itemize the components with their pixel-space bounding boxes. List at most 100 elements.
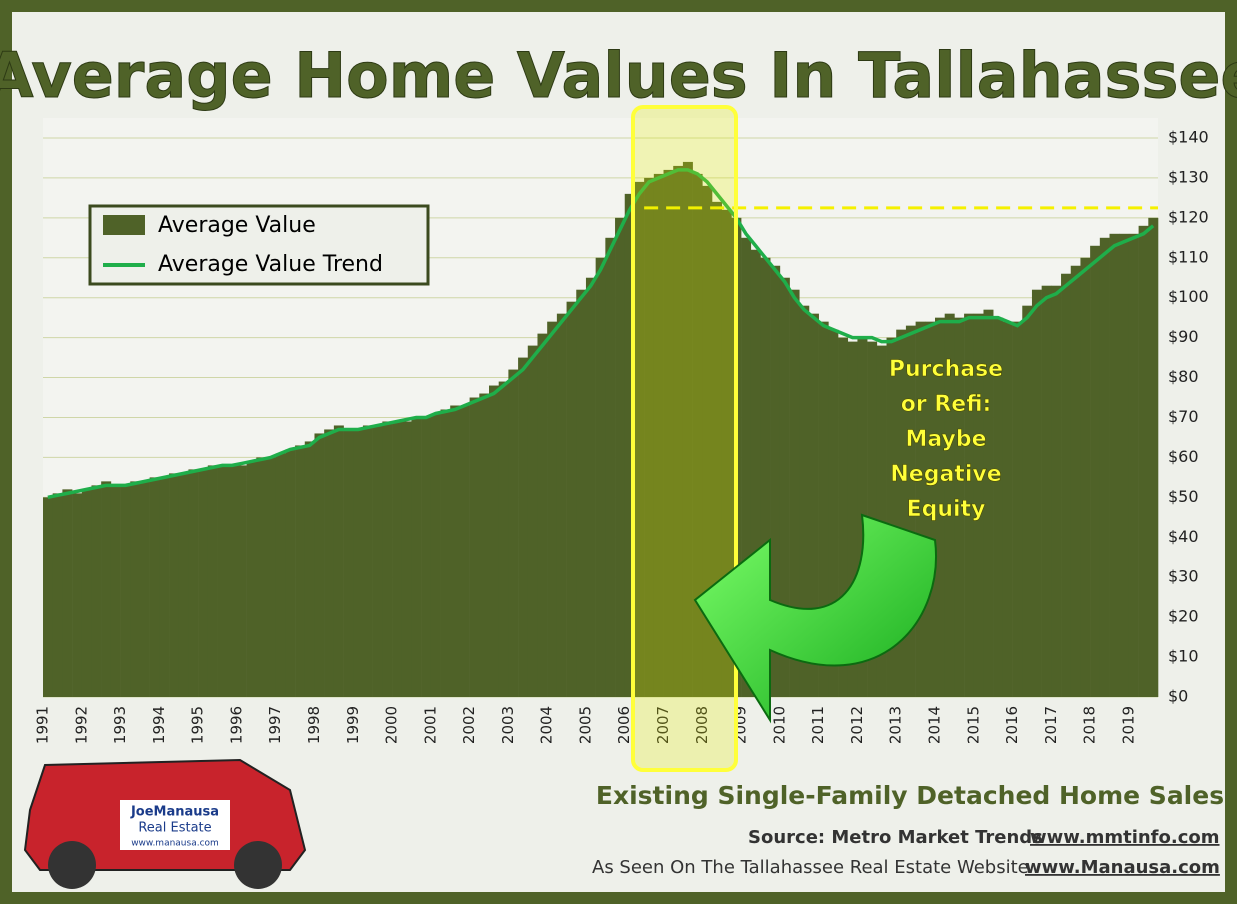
bar	[43, 497, 53, 697]
bar	[537, 333, 548, 697]
bar	[605, 237, 616, 698]
x-tick-label: 1997	[266, 706, 284, 744]
y-tick-label: $90	[1168, 327, 1199, 346]
bar	[770, 265, 781, 697]
website-link[interactable]: www.Manausa.com	[1025, 857, 1220, 878]
x-tick-label: 2016	[1003, 706, 1021, 744]
x-tick-label: 1999	[344, 706, 362, 744]
bar	[983, 309, 994, 697]
x-tick-label: 2007	[654, 706, 672, 744]
logo-text: JoeManausa	[130, 805, 219, 820]
x-tick-label: 2008	[693, 706, 711, 744]
bar	[266, 457, 276, 697]
bar	[120, 485, 131, 697]
bar	[1022, 305, 1033, 697]
bar	[896, 329, 907, 697]
bar	[169, 473, 180, 697]
bar	[1031, 289, 1042, 697]
x-tick-label: 2003	[499, 706, 517, 744]
legend-swatch	[103, 215, 145, 235]
bar	[207, 465, 218, 697]
bar	[110, 485, 121, 697]
annotation: Purchase or Refi: Maybe Negative Equity	[889, 357, 1004, 523]
bar	[401, 421, 412, 697]
bar	[178, 473, 189, 697]
y-tick-label: $70	[1168, 407, 1199, 426]
bar	[440, 409, 451, 697]
bar	[489, 385, 499, 697]
bar	[789, 289, 800, 697]
bar	[275, 453, 286, 697]
x-tick-label: 2004	[538, 706, 556, 744]
bar	[1002, 321, 1013, 697]
bar	[547, 321, 558, 697]
bar	[353, 429, 364, 697]
y-tick-label: $40	[1168, 527, 1199, 546]
legend-box	[88, 204, 430, 286]
bar	[1061, 273, 1072, 697]
bar	[808, 313, 819, 697]
bar	[362, 425, 373, 697]
bar	[72, 493, 83, 697]
bar	[479, 393, 490, 697]
bar	[324, 429, 335, 697]
y-tick-label: $80	[1168, 367, 1199, 386]
bar	[1070, 265, 1081, 697]
bar	[925, 321, 936, 697]
bar	[246, 461, 257, 697]
x-tick-label: 1995	[189, 706, 207, 744]
bar	[1109, 233, 1120, 698]
bar	[954, 317, 965, 697]
bar	[217, 465, 228, 697]
bar	[333, 425, 344, 697]
x-tick-label: 2017	[1042, 706, 1060, 744]
bar	[188, 469, 199, 697]
bar	[828, 329, 839, 697]
y-tick-label: $30	[1168, 567, 1199, 586]
bar	[1041, 285, 1052, 697]
bar	[993, 317, 1004, 697]
car-wheel	[234, 841, 282, 889]
bar	[372, 425, 383, 697]
source-link[interactable]: www.mmtinfo.com	[1030, 827, 1220, 848]
y-tick-label: $0	[1168, 687, 1188, 706]
x-tick-label: 2014	[926, 706, 944, 744]
x-tick-label: 2001	[421, 706, 439, 744]
y-tick-label: $120	[1168, 207, 1209, 226]
source: Source: Metro Market Trends	[748, 827, 1043, 848]
y-tick-label: $50	[1168, 487, 1199, 506]
bar	[615, 217, 626, 698]
logo-text: www.manausa.com	[131, 839, 219, 849]
subtitle: Existing Single-Family Detached Home Sal…	[596, 781, 1224, 810]
bar	[663, 169, 674, 697]
x-tick-label: 2010	[770, 706, 788, 744]
bar	[285, 449, 296, 697]
y-tick-label: $130	[1168, 167, 1209, 186]
bar	[935, 317, 945, 697]
y-tick-label: $100	[1168, 287, 1209, 306]
bar	[964, 313, 975, 697]
bar	[847, 341, 858, 697]
logo-text: Real Estate	[138, 821, 211, 836]
y-tick-label: $10	[1168, 647, 1199, 666]
bar	[760, 257, 771, 697]
bar	[721, 209, 732, 698]
bar	[905, 325, 916, 697]
trend-line	[47, 168, 1155, 500]
bar	[595, 257, 606, 697]
y-tick-label: $60	[1168, 447, 1199, 466]
bar	[139, 481, 150, 697]
annotation-line: Equity	[907, 497, 986, 522]
x-tick-label: 1994	[150, 706, 168, 744]
bar	[81, 489, 92, 697]
bar	[634, 181, 645, 697]
bar	[682, 161, 693, 697]
bar	[1138, 225, 1149, 698]
bar	[944, 313, 955, 697]
website: As Seen On The Tallahassee Real Estate W…	[592, 857, 1029, 878]
bar	[450, 405, 461, 697]
bar	[314, 433, 325, 697]
car-sign	[120, 800, 230, 850]
bar	[149, 477, 160, 697]
